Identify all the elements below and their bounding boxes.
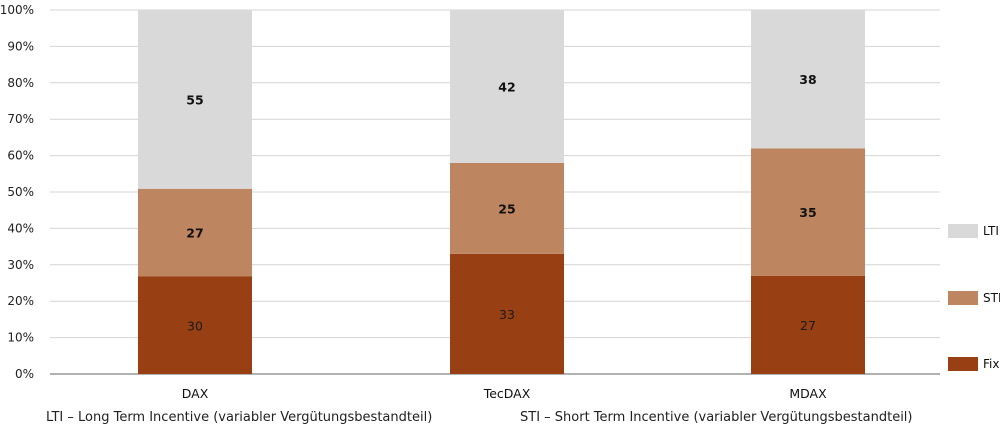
y-tick-label: 50% <box>7 185 34 199</box>
x-category-label: TecDAX <box>483 386 531 401</box>
legend-swatch-lti <box>948 224 978 238</box>
y-tick-label: 30% <box>7 258 34 272</box>
legend-label-fix: Fix <box>983 357 999 371</box>
y-tick-label: 80% <box>7 76 34 90</box>
bar-segment-lti <box>751 10 865 149</box>
y-tick-label: 60% <box>7 149 34 163</box>
data-label: 42 <box>498 79 515 94</box>
y-tick-label: 40% <box>7 221 34 235</box>
y-tick-label: 10% <box>7 331 34 345</box>
x-category-label: DAX <box>182 386 209 401</box>
bar-segment-fix <box>450 253 564 374</box>
data-label: 55 <box>186 92 203 107</box>
data-label: 27 <box>800 318 816 333</box>
data-label: 38 <box>799 72 816 87</box>
bar-segment-fix <box>751 275 865 374</box>
legend-swatch-sti <box>948 291 978 305</box>
data-label: 35 <box>799 205 816 220</box>
bar-segment-fix <box>138 276 252 374</box>
data-label: 27 <box>186 226 203 241</box>
legend-swatch-fix <box>948 357 978 371</box>
data-label: 30 <box>187 318 203 333</box>
data-label: 33 <box>499 307 515 322</box>
y-tick-label: 90% <box>7 39 34 53</box>
y-tick-label: 0% <box>15 367 34 381</box>
bar-segment-sti <box>751 148 865 276</box>
bar-segment-lti <box>138 10 252 189</box>
legend-label-lti: LTI <box>983 224 999 238</box>
x-category-label: MDAX <box>789 386 827 401</box>
footnote-lti: LTI – Long Term Incentive (variabler Ver… <box>46 410 433 425</box>
y-tick-label: 70% <box>7 112 34 126</box>
bar-segment-lti <box>450 10 564 163</box>
legend-label-sti: STI <box>983 291 1000 305</box>
stacked-bar-chart: 0% 10% 20% 30% 40% 50% 60% 70% 80% 90% 100% 30 27 55… <box>0 3 1000 401</box>
footnote-sti: STI – Short Term Incentive (variabler Ve… <box>520 410 913 425</box>
data-label: 25 <box>498 201 515 216</box>
bar-segment-sti <box>138 188 252 277</box>
y-tick-label: 20% <box>7 294 34 308</box>
bar-segment-sti <box>450 162 564 254</box>
y-tick-label: 100% <box>0 3 34 17</box>
